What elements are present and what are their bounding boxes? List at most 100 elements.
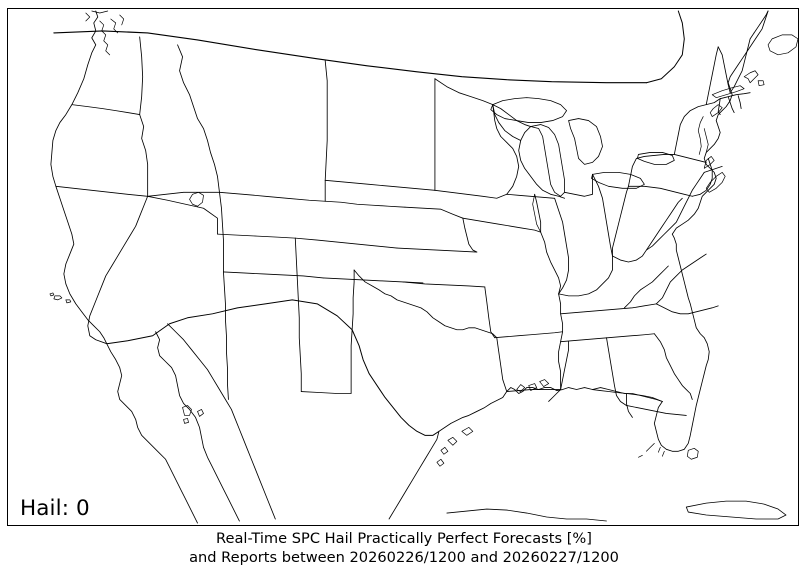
state-border-nv-az bbox=[147, 195, 218, 235]
state-border-wv-oh-pa bbox=[612, 185, 629, 257]
state-border-tn-ms-al-ga bbox=[560, 333, 655, 343]
state-border-vt-nh bbox=[717, 46, 731, 94]
state-border-wy-co-ut bbox=[219, 191, 229, 400]
state-border-nc-va bbox=[655, 253, 707, 305]
state-border-mt-wy bbox=[219, 191, 326, 202]
state-border-ga-sc bbox=[653, 333, 693, 400]
state-border-in-oh bbox=[592, 173, 613, 257]
state-border-il-mo-river bbox=[532, 193, 542, 233]
coastline-baja-gulf bbox=[155, 331, 240, 522]
state-border-in-ky bbox=[558, 255, 613, 297]
state-border-ut-az bbox=[217, 233, 296, 239]
figure-caption: Real-Time SPC Hail Practically Perfect F… bbox=[0, 529, 808, 567]
state-border-ks-ok bbox=[402, 281, 486, 288]
state-border-ms-la bbox=[548, 389, 562, 402]
state-border-tn-nc-diag bbox=[624, 265, 669, 309]
state-border-co-ks-ne bbox=[294, 237, 398, 249]
state-border-me-canada bbox=[753, 10, 769, 34]
state-border-ms-al bbox=[560, 341, 570, 390]
coastline-gulf bbox=[438, 387, 663, 432]
state-border-md-va bbox=[703, 165, 723, 173]
state-border-mo-il bbox=[540, 231, 562, 295]
map-geometry-group bbox=[49, 10, 798, 524]
coastline-yucatan bbox=[446, 508, 607, 522]
coastline-outer-banks bbox=[703, 156, 726, 193]
hail-count-label: Hail: 0 bbox=[20, 495, 90, 521]
lake-michigan bbox=[530, 124, 565, 197]
state-border-nh-me bbox=[729, 32, 755, 94]
state-border-ny-ne bbox=[673, 98, 721, 155]
state-border-nm-tx-pan bbox=[351, 269, 355, 331]
basemap-svg bbox=[49, 10, 798, 524]
lake-superior bbox=[490, 97, 567, 123]
state-border-pa-ny bbox=[628, 154, 707, 187]
state-border-pa-oh bbox=[628, 185, 693, 197]
coastline-pacific bbox=[50, 10, 108, 345]
state-border-il-in bbox=[554, 197, 570, 295]
state-border-wi-il bbox=[506, 193, 556, 199]
country-border-mexico bbox=[106, 299, 440, 436]
island-gulf-california bbox=[182, 405, 204, 424]
state-border-id-mt-diag bbox=[177, 44, 220, 193]
state-border-ia-ne-mo bbox=[462, 217, 478, 253]
lake-huron bbox=[568, 118, 603, 165]
state-border-al-fl bbox=[592, 389, 663, 418]
state-border-nm-tx bbox=[300, 329, 353, 394]
country-border-canada bbox=[53, 30, 647, 84]
coastline-florida bbox=[653, 233, 710, 452]
state-border-co-nm bbox=[223, 271, 324, 279]
state-border-ia-il bbox=[534, 193, 542, 233]
state-border-ky-tn bbox=[560, 303, 657, 315]
state-border-nd-sd bbox=[324, 179, 436, 191]
map-axes-frame: Hail: 0 bbox=[7, 8, 799, 526]
coastline-cape-cod bbox=[743, 70, 765, 87]
state-border-ok-ar-mo bbox=[484, 286, 496, 339]
state-border-nc-sc bbox=[655, 303, 719, 315]
state-border-ia-mo bbox=[462, 217, 542, 233]
state-border-tx-ar-la bbox=[496, 337, 508, 392]
coastline-gulf-of-california-east bbox=[167, 323, 276, 520]
lake-ontario bbox=[637, 152, 675, 165]
country-border-canada-east bbox=[645, 10, 685, 84]
coastline-long-island bbox=[711, 85, 745, 99]
coastline-mexico-gulf bbox=[388, 430, 440, 520]
state-border-ne-ks bbox=[396, 247, 478, 253]
state-border-mn-canada bbox=[434, 78, 494, 106]
state-border-al-ga bbox=[606, 337, 627, 406]
island-channel bbox=[49, 292, 72, 304]
coastline-baja-west bbox=[106, 343, 198, 524]
state-border-oh-mi bbox=[564, 173, 593, 197]
state-border-or-id bbox=[139, 114, 149, 197]
state-border-sd-ne bbox=[404, 206, 464, 219]
state-border-az-nm bbox=[294, 237, 302, 392]
lake-okeechobee bbox=[686, 447, 699, 460]
state-border-mi-up bbox=[492, 104, 532, 141]
coastline-chesapeake bbox=[697, 116, 709, 155]
state-border-mi-wi-in bbox=[518, 126, 566, 199]
state-border-ok-tx bbox=[353, 269, 498, 339]
state-border-ky-va-wv bbox=[612, 197, 683, 263]
coastline-delaware-bay bbox=[709, 104, 723, 117]
caption-line-1: Real-Time SPC Hail Practically Perfect F… bbox=[216, 530, 592, 547]
state-border-pa-md-nj bbox=[691, 157, 713, 197]
state-border-mt-nd-sd bbox=[324, 60, 328, 202]
state-border-ma-ct-ri bbox=[719, 92, 751, 114]
state-border-ga-fl bbox=[626, 405, 687, 416]
state-border-wa-or bbox=[71, 104, 141, 116]
island-vancouver bbox=[85, 10, 109, 22]
coastline-texas-bays bbox=[436, 427, 474, 467]
state-border-ar-la bbox=[506, 389, 562, 392]
state-border-mo-ar bbox=[494, 331, 564, 339]
lake-great-salt bbox=[189, 191, 204, 207]
state-border-mn-ia-wi bbox=[434, 104, 520, 199]
state-border-wv-va bbox=[645, 171, 705, 251]
coastline-puget-sound bbox=[99, 14, 125, 56]
state-border-wa-id bbox=[139, 36, 144, 116]
coastline-florida-keys bbox=[638, 442, 665, 458]
state-border-ct-ny bbox=[717, 98, 721, 116]
state-border-or-ca-nv bbox=[55, 185, 149, 197]
island-nova-scotia bbox=[767, 34, 798, 56]
state-border-ca-nv-diag bbox=[87, 195, 149, 345]
state-border-id-mt-wy bbox=[147, 191, 220, 197]
